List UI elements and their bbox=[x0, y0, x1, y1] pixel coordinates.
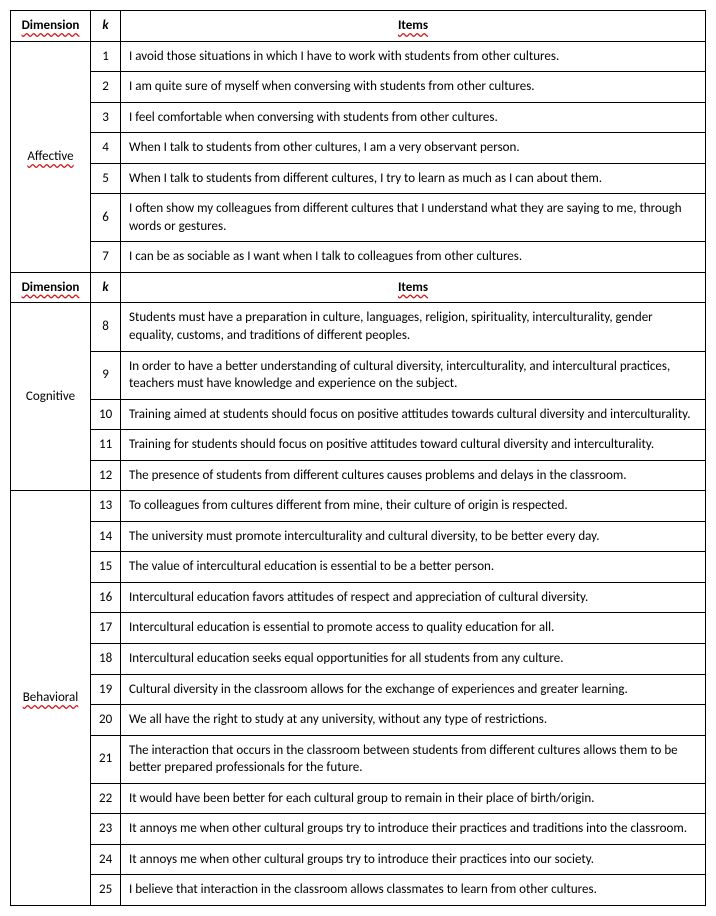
k-cell: 7 bbox=[91, 242, 121, 273]
table-row: 3I feel comfortable when conversing with… bbox=[11, 102, 706, 133]
item-cell: Students must have a preparation in cult… bbox=[121, 303, 706, 351]
item-cell: The presence of students from different … bbox=[121, 460, 706, 491]
header-dimension: Dimension bbox=[11, 11, 91, 42]
k-cell: 20 bbox=[91, 705, 121, 736]
table-row: 23It annoys me when other cultural group… bbox=[11, 814, 706, 845]
k-cell: 24 bbox=[91, 844, 121, 875]
k-cell: 16 bbox=[91, 582, 121, 613]
dimension-cell: Cognitive bbox=[11, 303, 91, 491]
item-cell: We all have the right to study at any un… bbox=[121, 705, 706, 736]
table-row: 21The interaction that occurs in the cla… bbox=[11, 735, 706, 783]
k-cell: 21 bbox=[91, 735, 121, 783]
item-cell: I am quite sure of myself when conversin… bbox=[121, 72, 706, 103]
item-cell: I believe that interaction in the classr… bbox=[121, 875, 706, 906]
table-row: 16Intercultural education favors attitud… bbox=[11, 582, 706, 613]
header-k: k bbox=[91, 11, 121, 42]
item-cell: Intercultural education favors attitudes… bbox=[121, 582, 706, 613]
item-cell: It annoys me when other cultural groups … bbox=[121, 844, 706, 875]
k-cell: 2 bbox=[91, 72, 121, 103]
item-cell: It would have been better for each cultu… bbox=[121, 783, 706, 814]
table-header-row: DimensionkItems bbox=[11, 272, 706, 303]
k-cell: 17 bbox=[91, 613, 121, 644]
k-cell: 19 bbox=[91, 674, 121, 705]
table-row: 15The value of intercultural education i… bbox=[11, 552, 706, 583]
k-cell: 18 bbox=[91, 644, 121, 675]
table-row: 14The university must promote intercultu… bbox=[11, 521, 706, 552]
item-cell: I often show my colleagues from differen… bbox=[121, 194, 706, 242]
table-row: 9In order to have a better understanding… bbox=[11, 351, 706, 399]
dimension-cell: Affective bbox=[11, 41, 91, 272]
k-cell: 1 bbox=[91, 41, 121, 72]
item-cell: When I talk to students from different c… bbox=[121, 163, 706, 194]
k-cell: 15 bbox=[91, 552, 121, 583]
k-cell: 9 bbox=[91, 351, 121, 399]
table-header-row: DimensionkItems bbox=[11, 11, 706, 42]
table-row: 4When I talk to students from other cult… bbox=[11, 133, 706, 164]
table-row: 6I often show my colleagues from differe… bbox=[11, 194, 706, 242]
k-cell: 11 bbox=[91, 430, 121, 461]
k-cell: 13 bbox=[91, 491, 121, 522]
dimension-cell: Behavioral bbox=[11, 491, 91, 906]
table-row: 5When I talk to students from different … bbox=[11, 163, 706, 194]
table-row: 24It annoys me when other cultural group… bbox=[11, 844, 706, 875]
item-cell: The interaction that occurs in the class… bbox=[121, 735, 706, 783]
table-row: Cognitive8Students must have a preparati… bbox=[11, 303, 706, 351]
header-items: Items bbox=[121, 272, 706, 303]
k-cell: 10 bbox=[91, 399, 121, 430]
k-cell: 25 bbox=[91, 875, 121, 906]
header-k: k bbox=[91, 272, 121, 303]
table-row: Affective1I avoid those situations in wh… bbox=[11, 41, 706, 72]
item-cell: Training for students should focus on po… bbox=[121, 430, 706, 461]
k-cell: 12 bbox=[91, 460, 121, 491]
table-row: 22It would have been better for each cul… bbox=[11, 783, 706, 814]
table-row: 2I am quite sure of myself when conversi… bbox=[11, 72, 706, 103]
table-row: 10Training aimed at students should focu… bbox=[11, 399, 706, 430]
table-row: 17Intercultural education is essential t… bbox=[11, 613, 706, 644]
item-cell: I avoid those situations in which I have… bbox=[121, 41, 706, 72]
k-cell: 6 bbox=[91, 194, 121, 242]
dimensions-table: DimensionkItemsAffective1I avoid those s… bbox=[10, 10, 706, 906]
k-cell: 22 bbox=[91, 783, 121, 814]
item-cell: Cultural diversity in the classroom allo… bbox=[121, 674, 706, 705]
header-dimension: Dimension bbox=[11, 272, 91, 303]
table-row: 19Cultural diversity in the classroom al… bbox=[11, 674, 706, 705]
table-row: 11Training for students should focus on … bbox=[11, 430, 706, 461]
item-cell: I can be as sociable as I want when I ta… bbox=[121, 242, 706, 273]
k-cell: 8 bbox=[91, 303, 121, 351]
item-cell: When I talk to students from other cultu… bbox=[121, 133, 706, 164]
table-row: 20We all have the right to study at any … bbox=[11, 705, 706, 736]
table-row: 18Intercultural education seeks equal op… bbox=[11, 644, 706, 675]
table-row: 7I can be as sociable as I want when I t… bbox=[11, 242, 706, 273]
k-cell: 3 bbox=[91, 102, 121, 133]
table-row: Behavioral13To colleagues from cultures … bbox=[11, 491, 706, 522]
k-cell: 23 bbox=[91, 814, 121, 845]
table-row: 25I believe that interaction in the clas… bbox=[11, 875, 706, 906]
k-cell: 4 bbox=[91, 133, 121, 164]
item-cell: It annoys me when other cultural groups … bbox=[121, 814, 706, 845]
item-cell: To colleagues from cultures different fr… bbox=[121, 491, 706, 522]
item-cell: The value of intercultural education is … bbox=[121, 552, 706, 583]
k-cell: 5 bbox=[91, 163, 121, 194]
item-cell: The university must promote intercultura… bbox=[121, 521, 706, 552]
k-cell: 14 bbox=[91, 521, 121, 552]
header-items: Items bbox=[121, 11, 706, 42]
item-cell: Intercultural education is essential to … bbox=[121, 613, 706, 644]
table-row: 12The presence of students from differen… bbox=[11, 460, 706, 491]
item-cell: I feel comfortable when conversing with … bbox=[121, 102, 706, 133]
item-cell: In order to have a better understanding … bbox=[121, 351, 706, 399]
item-cell: Training aimed at students should focus … bbox=[121, 399, 706, 430]
item-cell: Intercultural education seeks equal oppo… bbox=[121, 644, 706, 675]
